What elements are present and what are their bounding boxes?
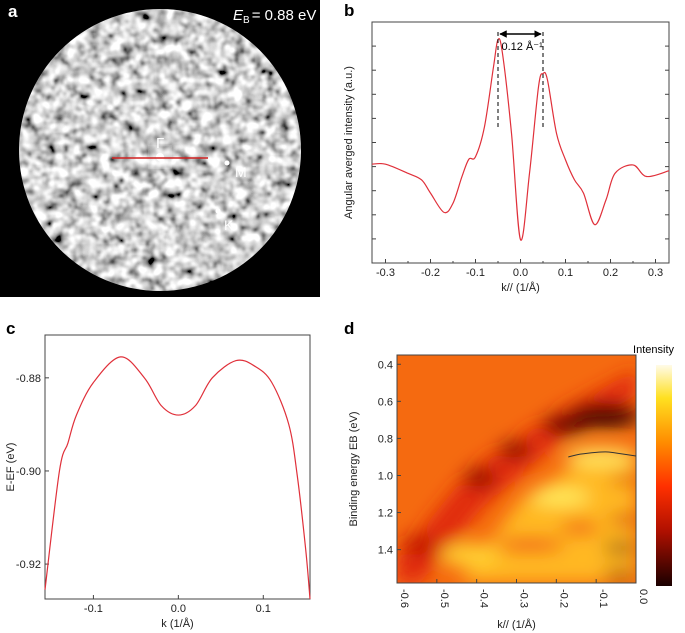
panel-b-x-tick-label: -0.2: [421, 267, 440, 279]
panel-d-x-tick-label: 0.0: [637, 589, 649, 604]
panel-d-y-tick-label: 1.2: [378, 508, 393, 520]
band-dispersion-line: [568, 451, 637, 458]
colorbar-label: Intensity: [633, 344, 674, 356]
k-point-label: K: [224, 217, 234, 233]
panel-d-x-tick-label: -0.4: [478, 589, 490, 608]
panel-b-plot-frame: [371, 21, 670, 264]
panel-b-x-tick-label: 0.1: [558, 267, 573, 279]
panel-d-x-axis-label: k// (1/Å): [497, 618, 536, 631]
gamma-point-label: Γ: [156, 135, 164, 152]
panel-c-y-axis-label: E-EF (eV): [5, 443, 17, 492]
panel-c-x-axis-label: k (1/Å): [161, 617, 193, 630]
panel-d-x-tick-label: -0.2: [557, 589, 569, 608]
panel-a: a EB = 0.88 eV Γ M K: [0, 0, 320, 297]
panel-c-x-tick-label: -0.1: [84, 603, 103, 615]
panel-c-y-tick-label: -0.92: [16, 559, 41, 571]
panel-d-x-tick-label: -0.1: [597, 589, 609, 608]
panel-b-x-tick-label: -0.3: [376, 267, 395, 279]
panel-d-x-tick-label: -0.3: [518, 589, 530, 608]
panel-c-curve: [44, 356, 311, 600]
panel-c-x-tick-label: 0.1: [256, 603, 271, 615]
panel-b-label: b: [344, 1, 354, 20]
panel-c-y-tick-label: -0.88: [16, 373, 41, 385]
energy-label: EB = 0.88 eV: [233, 7, 316, 26]
panel-d-x-tick-label: -0.6: [398, 589, 410, 608]
panel-d-y-tick-label: 0.6: [378, 396, 393, 408]
panel-c-plot-frame: [44, 334, 311, 600]
panel-c-x-tick-label: 0.0: [171, 603, 186, 615]
k-point-marker: [215, 208, 221, 214]
panel-b-x-tick-label: -0.1: [466, 267, 485, 279]
panel-d-y-axis-label: Binding energy EB (eV): [348, 412, 360, 527]
panel-a-label: a: [8, 2, 18, 21]
panel-b-x-tick-label: 0.0: [513, 267, 528, 279]
panel-d-x-tick-label: -0.5: [438, 589, 450, 608]
panel-d-y-tick-label: 1.0: [378, 470, 393, 482]
panel-b-curve: [371, 38, 670, 241]
colorbar: [656, 365, 672, 586]
peak-separation-label: 0.12 Å⁻¹: [502, 40, 544, 53]
panel-d-y-tick-label: 1.4: [378, 545, 393, 557]
panel-b-x-tick-label: 0.3: [648, 267, 663, 279]
panel-b-x-axis-label: k// (1/Å): [501, 281, 540, 294]
m-point-marker: [224, 160, 230, 166]
heatmap: [397, 355, 636, 583]
panel-b-y-axis-label: Angular averged intensity (a.u.): [343, 66, 355, 219]
panel-d-y-tick-label: 0.4: [378, 359, 393, 371]
panel-d-y-tick-label: 0.8: [378, 433, 393, 445]
panel-c-label: c: [6, 319, 15, 338]
panel-c-y-tick-label: -0.90: [16, 466, 41, 478]
fermi-surface-map: [19, 9, 301, 291]
panel-d-label: d: [344, 319, 354, 338]
panel-b-x-tick-label: 0.2: [603, 267, 618, 279]
m-point-label: M: [235, 164, 247, 180]
